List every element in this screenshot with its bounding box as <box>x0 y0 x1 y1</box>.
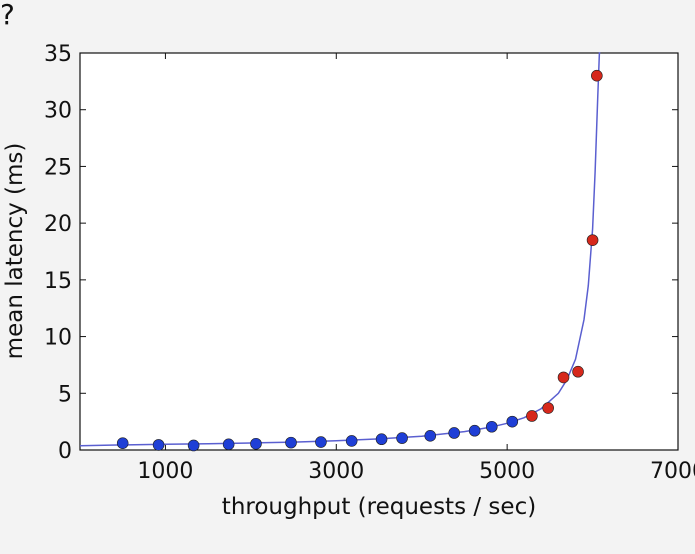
blue-data-point <box>285 436 297 449</box>
plot-area <box>79 52 679 451</box>
blue-data-point <box>424 430 437 442</box>
blue-data-point <box>152 439 165 451</box>
corner-question-mark: ? <box>0 0 15 31</box>
y-axis-label: mean latency (ms) <box>2 143 28 360</box>
y-tick-label: 25 <box>44 155 72 180</box>
x-tick-label: 1000 <box>137 459 193 484</box>
y-tick-label: 30 <box>44 99 72 124</box>
blue-data-point <box>396 432 408 444</box>
blue-data-point <box>116 437 129 449</box>
y-tick-label: 10 <box>44 326 72 351</box>
blue-data-point <box>222 438 235 451</box>
red-data-point <box>526 410 538 422</box>
x-tick-label: 3000 <box>308 459 364 484</box>
data-points <box>116 69 603 452</box>
blue-data-point <box>448 427 460 439</box>
y-tick-label: 35 <box>44 42 72 67</box>
blue-data-point <box>315 436 327 448</box>
y-tick-label: 0 <box>58 439 72 464</box>
y-tick-label: 20 <box>44 212 72 237</box>
blue-data-point <box>485 420 498 433</box>
y-tick-label: 15 <box>44 269 72 294</box>
y-tick-label: 5 <box>58 382 72 407</box>
red-data-point <box>542 402 554 414</box>
axis-ticks <box>80 52 679 451</box>
red-data-point <box>591 69 603 82</box>
blue-data-point <box>375 433 388 446</box>
red-data-point <box>557 371 570 384</box>
blue-data-point <box>506 415 519 428</box>
x-tick-label: 5000 <box>479 459 535 484</box>
red-data-point <box>572 365 584 378</box>
blue-data-point <box>187 439 200 452</box>
red-data-point <box>586 234 599 246</box>
x-axis-label: throughput (requests / sec) <box>222 494 536 520</box>
blue-data-point <box>250 437 262 450</box>
blue-data-point <box>345 435 358 447</box>
blue-data-point <box>468 424 481 437</box>
